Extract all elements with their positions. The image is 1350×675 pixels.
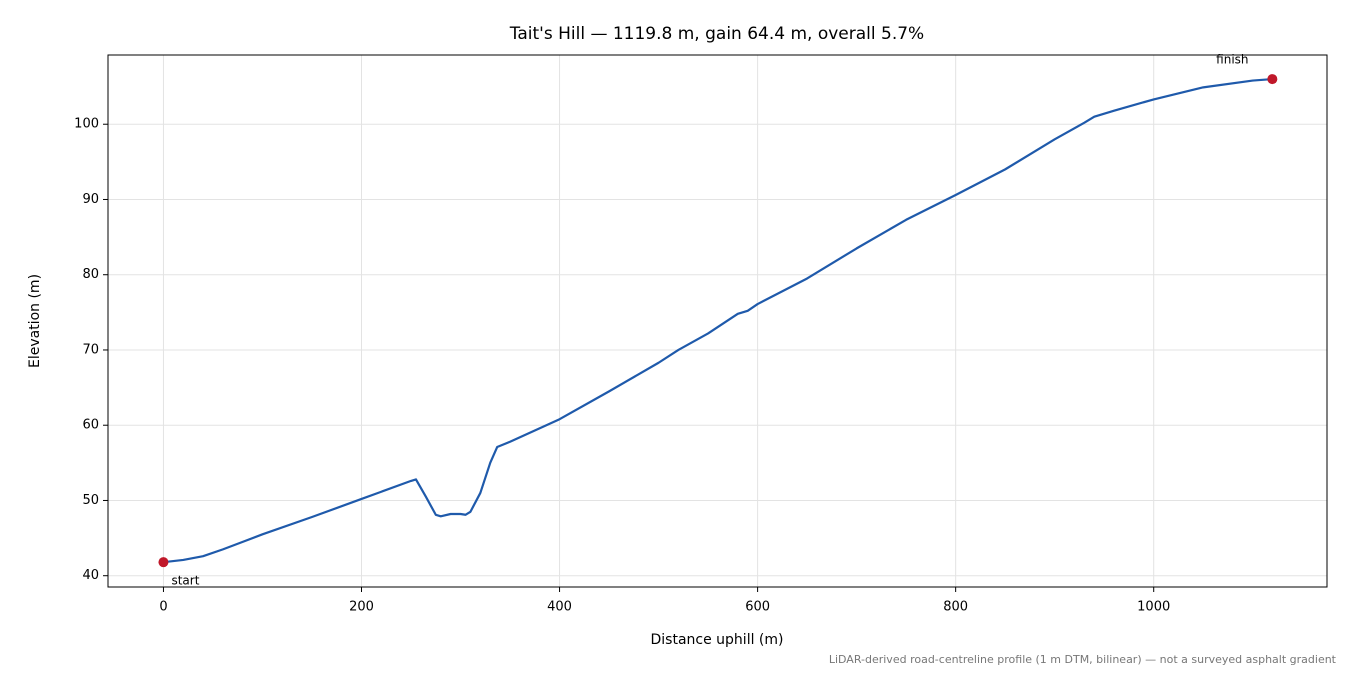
endpoint-marker bbox=[1267, 74, 1278, 85]
x-tick-label: 800 bbox=[943, 600, 968, 615]
chart-title: Tait's Hill — 1119.8 m, gain 64.4 m, ove… bbox=[509, 24, 924, 44]
x-tick-label: 400 bbox=[547, 600, 572, 615]
y-tick-label: 90 bbox=[82, 192, 99, 207]
x-axis-label: Distance uphill (m) bbox=[651, 632, 784, 648]
y-tick-label: 100 bbox=[74, 117, 99, 132]
x-tick-label: 1000 bbox=[1137, 600, 1170, 615]
x-tick-label: 600 bbox=[745, 600, 770, 615]
footnote: LiDAR-derived road-centreline profile (1… bbox=[829, 653, 1337, 666]
plot-frame bbox=[107, 54, 1328, 588]
x-tick-label: 0 bbox=[159, 600, 167, 615]
x-tick-label: 200 bbox=[349, 600, 374, 615]
annotation: start bbox=[171, 574, 199, 588]
y-tick-label: 50 bbox=[82, 493, 99, 508]
y-tick-label: 40 bbox=[82, 568, 99, 583]
y-tick-label: 80 bbox=[82, 267, 99, 282]
elevation-line bbox=[163, 77, 1273, 564]
y-tick-label: 70 bbox=[82, 342, 99, 357]
y-tick-label: 60 bbox=[82, 418, 99, 433]
y-axis-label: Elevation (m) bbox=[27, 274, 43, 368]
endpoint-marker bbox=[158, 557, 169, 568]
annotation: finish bbox=[1216, 53, 1248, 67]
